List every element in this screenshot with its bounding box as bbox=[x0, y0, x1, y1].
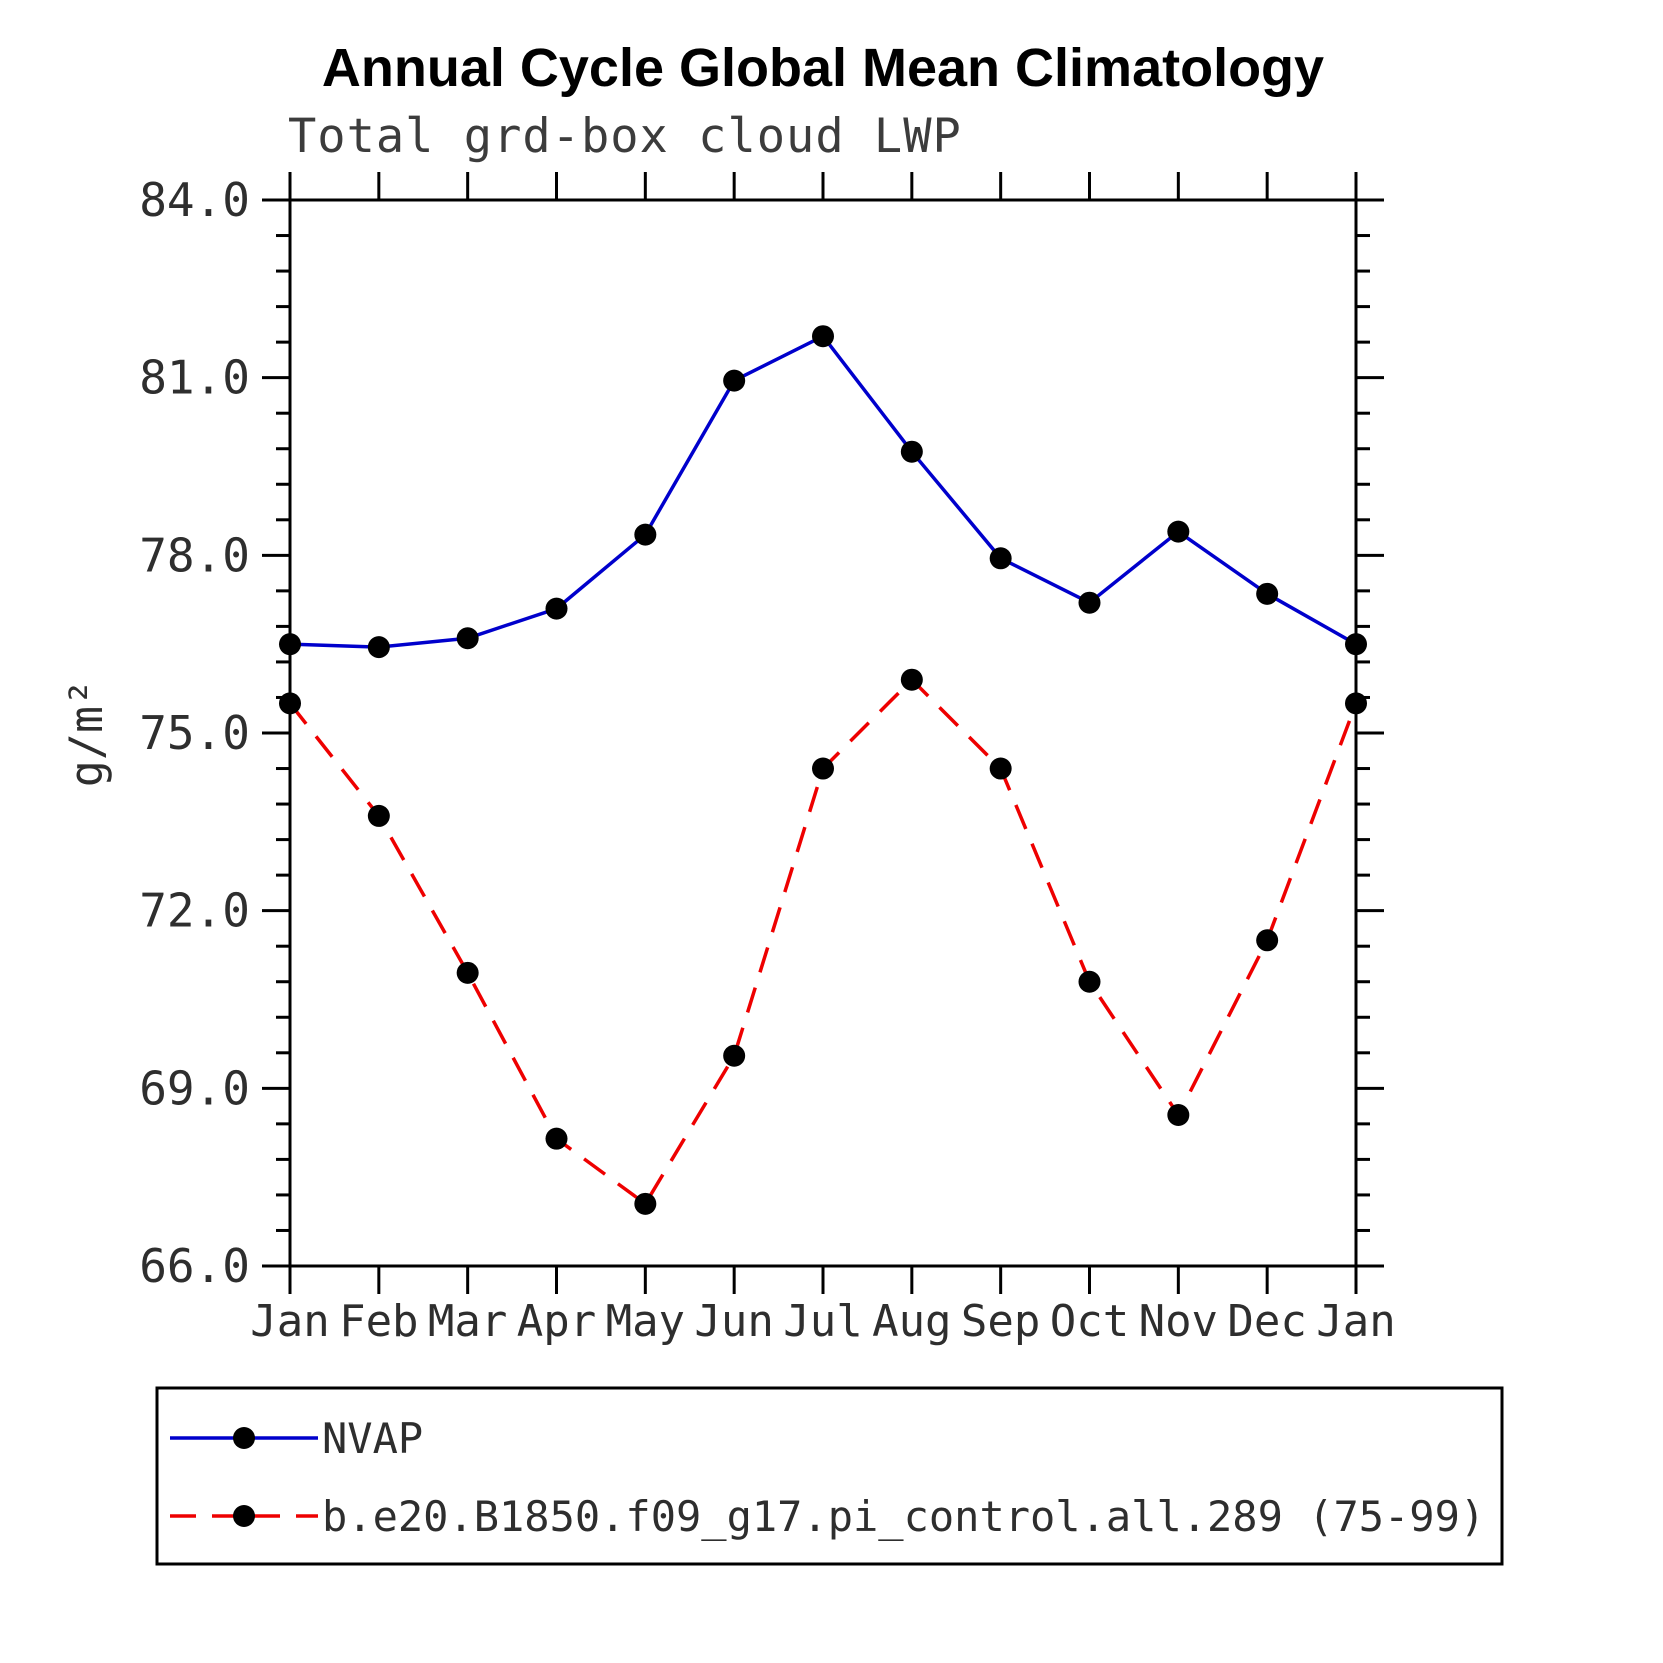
data-point-marker bbox=[367, 804, 390, 827]
data-point-marker bbox=[723, 1044, 746, 1067]
y-tick-label: 75.0 bbox=[139, 706, 250, 760]
data-point-marker bbox=[1167, 1103, 1190, 1126]
data-point-marker bbox=[1078, 591, 1101, 614]
x-tick-label: Jan bbox=[1316, 1296, 1395, 1347]
data-point-marker bbox=[545, 597, 568, 620]
x-tick-label: Oct bbox=[1050, 1296, 1129, 1347]
data-point-marker bbox=[1345, 633, 1367, 656]
x-tick-label: May bbox=[606, 1296, 685, 1347]
legend: NVAP b.e20.B1850.f09_g17.pi_control.all.… bbox=[155, 1386, 1504, 1566]
data-point-marker bbox=[1078, 970, 1101, 993]
chart-subtitle: Total grd-box cloud LWP bbox=[288, 109, 962, 164]
data-point-marker bbox=[900, 668, 923, 691]
legend-marker-model bbox=[233, 1505, 255, 1527]
x-tick-label: Nov bbox=[1139, 1296, 1218, 1347]
chart-title: Annual Cycle Global Mean Climatology bbox=[322, 38, 1324, 98]
data-point-marker bbox=[1345, 692, 1367, 715]
y-tick-label: 66.0 bbox=[139, 1239, 250, 1293]
x-tick-label: Sep bbox=[961, 1296, 1040, 1347]
data-point-marker bbox=[367, 636, 390, 659]
x-tick-label: Dec bbox=[1227, 1296, 1306, 1347]
data-point-marker bbox=[279, 633, 301, 656]
nvap-line bbox=[289, 334, 1357, 649]
legend-label-nvap: NVAP bbox=[322, 1414, 423, 1463]
data-point-marker bbox=[723, 369, 746, 392]
data-point-marker bbox=[989, 757, 1012, 780]
y-axis-label: g/m² bbox=[60, 679, 113, 787]
y-tick-label: 78.0 bbox=[139, 528, 250, 582]
x-tick-label: Jul bbox=[783, 1296, 862, 1347]
data-point-marker bbox=[456, 961, 479, 984]
legend-label-model: b.e20.B1850.f09_g17.pi_control.all.289 (… bbox=[322, 1492, 1485, 1541]
data-point-marker bbox=[279, 692, 301, 715]
plot-area: Jan Feb Mar Apr May Jun Jul Aug Sep Oct Nov Dec Jan6… bbox=[139, 172, 1396, 1347]
x-tick-label: Feb bbox=[339, 1296, 418, 1347]
data-point-marker bbox=[545, 1127, 568, 1150]
y-tick-label: 81.0 bbox=[139, 351, 250, 405]
data-point-marker bbox=[812, 757, 834, 780]
y-tick-label: 69.0 bbox=[139, 1061, 250, 1115]
x-tick-label: Jun bbox=[694, 1296, 773, 1347]
data-point-marker bbox=[989, 547, 1012, 570]
x-tick-label: Mar bbox=[428, 1296, 507, 1347]
data-point-marker bbox=[634, 1192, 657, 1215]
data-point-marker bbox=[634, 523, 657, 546]
legend-marker-nvap bbox=[233, 1427, 255, 1449]
data-point-marker bbox=[900, 440, 923, 463]
x-tick-label: Apr bbox=[517, 1296, 596, 1347]
data-point-marker bbox=[1167, 520, 1190, 543]
y-tick-label: 84.0 bbox=[139, 173, 250, 227]
data-point-marker bbox=[1256, 582, 1279, 605]
data-point-marker bbox=[456, 627, 479, 650]
x-tick-label: Jan bbox=[250, 1296, 329, 1347]
legend-box bbox=[155, 1386, 1504, 1566]
data-point-marker bbox=[1256, 929, 1279, 952]
data-point-marker bbox=[812, 325, 834, 348]
plot-box bbox=[288, 198, 1358, 1268]
y-tick-label: 72.0 bbox=[139, 884, 250, 938]
x-tick-label: Aug bbox=[872, 1296, 951, 1347]
